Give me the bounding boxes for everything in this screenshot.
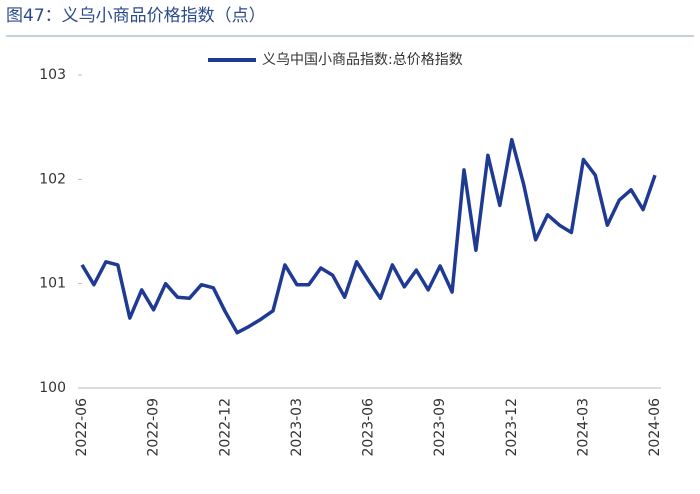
x-tick-label: 2023-06 (361, 398, 377, 457)
y-tick-label: 102 (39, 171, 66, 187)
x-tick-label: 2022-06 (74, 398, 90, 457)
x-tick-label: 2023-12 (504, 398, 520, 457)
chart-title: 图47：义乌小商品价格指数（点） (6, 6, 266, 26)
y-tick-label: 103 (39, 67, 66, 83)
x-tick-label: 2023-09 (432, 398, 448, 457)
x-tick-label: 2024-03 (575, 398, 591, 457)
x-tick-label: 2022-09 (146, 398, 162, 457)
series-line (80, 137, 657, 335)
y-tick-label: 101 (39, 276, 66, 292)
x-tick-label: 2024-06 (647, 398, 663, 457)
x-tick-label: 2023-03 (289, 398, 305, 457)
y-tick-label: 100 (39, 380, 66, 396)
legend-label: 义乌中国小商品指数:总价格指数 (262, 52, 463, 68)
x-tick-label: 2022-12 (217, 398, 233, 457)
